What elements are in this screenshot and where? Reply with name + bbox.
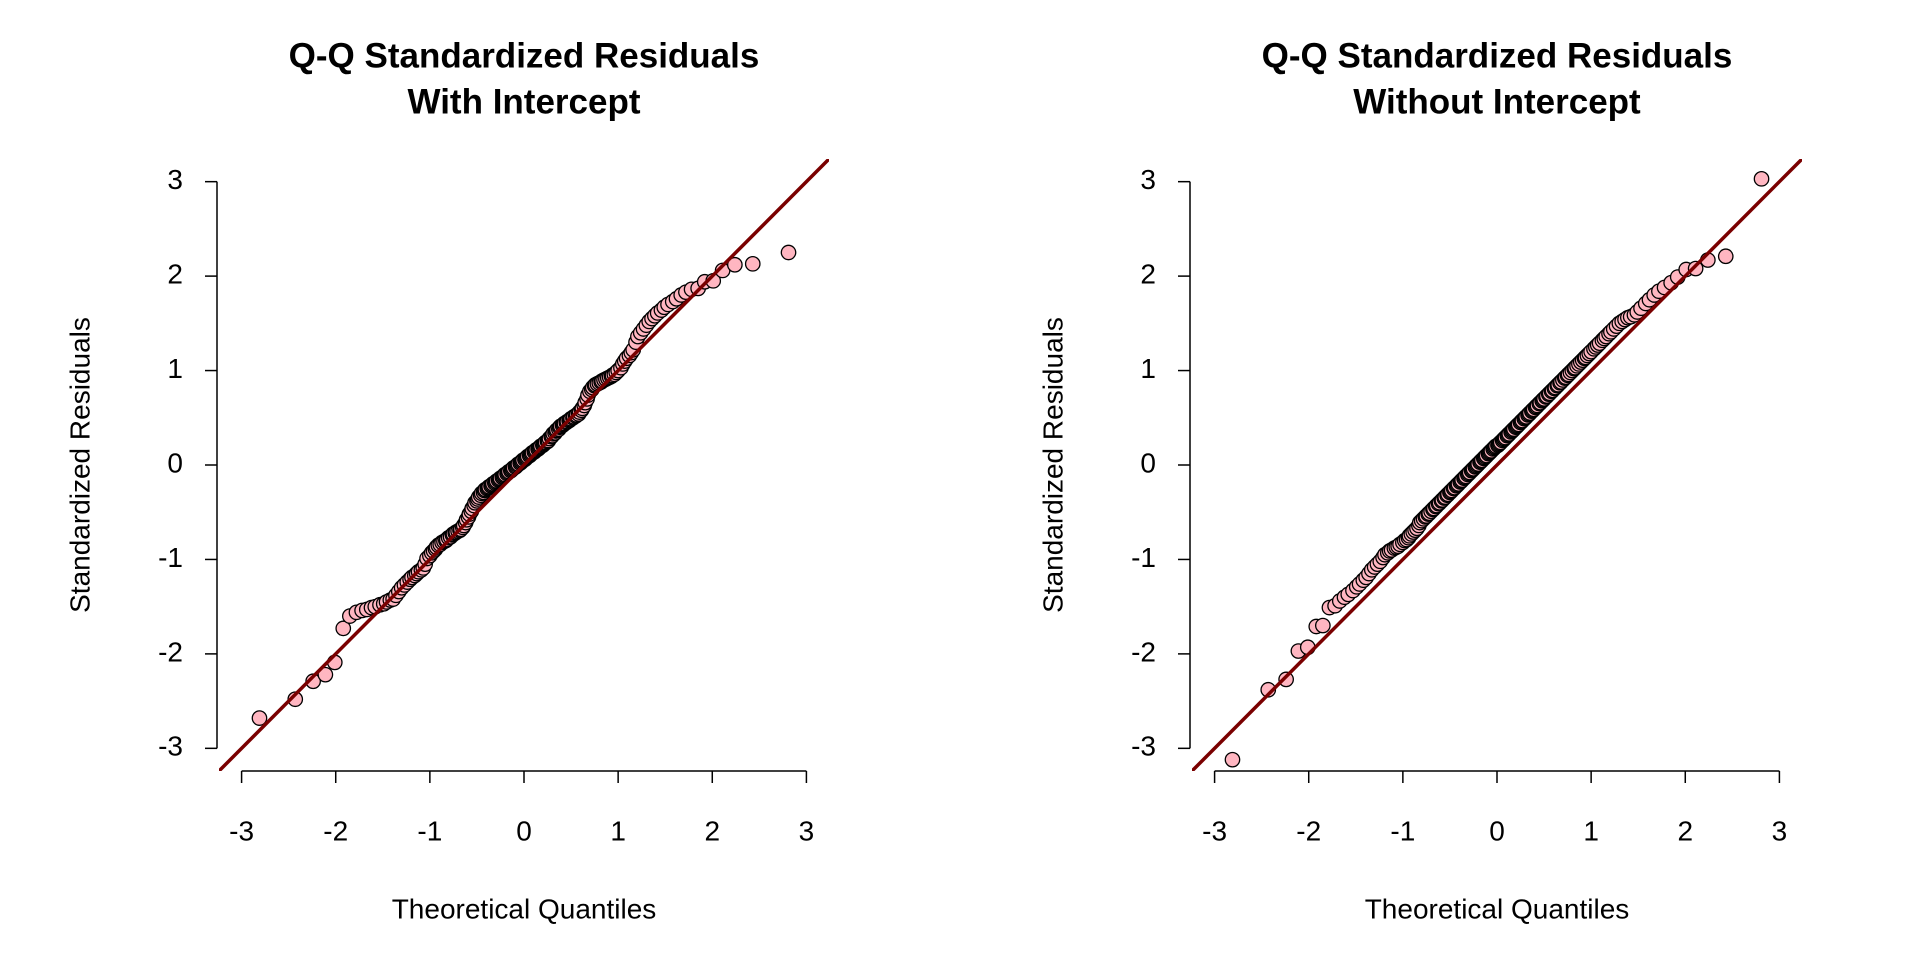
point [1224,751,1241,768]
x-tick-label: 2 [704,815,720,846]
reference-line [1192,159,1802,771]
y-tick-label: 2 [167,259,183,290]
reference-line [219,159,829,771]
x-tick-label: 1 [1583,815,1599,846]
y-axis-label: Standardized Residuals [1037,317,1068,613]
point [744,255,761,272]
x-tick-label: -3 [229,815,254,846]
point [251,710,268,726]
point [1753,170,1770,187]
x-tick-label: 1 [610,815,626,846]
y-tick-label: 0 [167,447,183,478]
y-tick-label: -1 [1131,542,1156,573]
x-tick-label: -3 [1202,815,1227,846]
x-tick-label: -2 [323,815,348,846]
y-tick-label: 1 [1140,353,1156,384]
y-tick-label: 3 [167,164,183,195]
x-tick-label: 3 [1772,815,1788,846]
chart-title: Q-Q Standardized Residuals [289,36,760,75]
y-tick-label: -1 [158,542,183,573]
y-tick-label: 2 [1140,259,1156,290]
y-tick-label: -2 [1131,636,1156,667]
x-tick-label: -1 [417,815,442,846]
point [335,620,352,637]
point [317,666,334,683]
panel: Q-Q Standardized Residuals With Intercept… [64,36,829,924]
y-tick-label: -3 [158,731,183,762]
y-axis-label: Standardized Residuals [64,317,95,613]
panel: Q-Q Standardized Residuals Without Interc… [1037,36,1802,924]
point [1278,671,1294,688]
point [727,256,743,273]
y-tick-label: 0 [1140,447,1156,478]
chart-subtitle: Without Intercept [1353,82,1641,121]
point [1687,260,1704,277]
x-tick-label: 0 [1489,815,1505,846]
y-tick-label: 3 [1140,164,1156,195]
x-tick-label: 0 [516,815,532,846]
point [780,244,797,261]
point [1314,617,1331,634]
x-tick-label: 2 [1677,815,1693,846]
chart-title: Q-Q Standardized Residuals [1262,36,1733,75]
chart-subtitle: With Intercept [407,82,640,121]
y-tick-label: -2 [158,636,183,667]
point [1717,248,1734,265]
point [1299,639,1316,656]
x-tick-label: -2 [1296,815,1321,846]
x-axis-label: Theoretical Quantiles [392,893,657,924]
x-tick-label: 3 [799,815,815,846]
y-tick-label: 1 [167,353,183,384]
x-axis-label: Theoretical Quantiles [1365,893,1630,924]
y-tick-label: -3 [1131,731,1156,762]
x-tick-label: -1 [1390,815,1415,846]
point [326,654,343,671]
